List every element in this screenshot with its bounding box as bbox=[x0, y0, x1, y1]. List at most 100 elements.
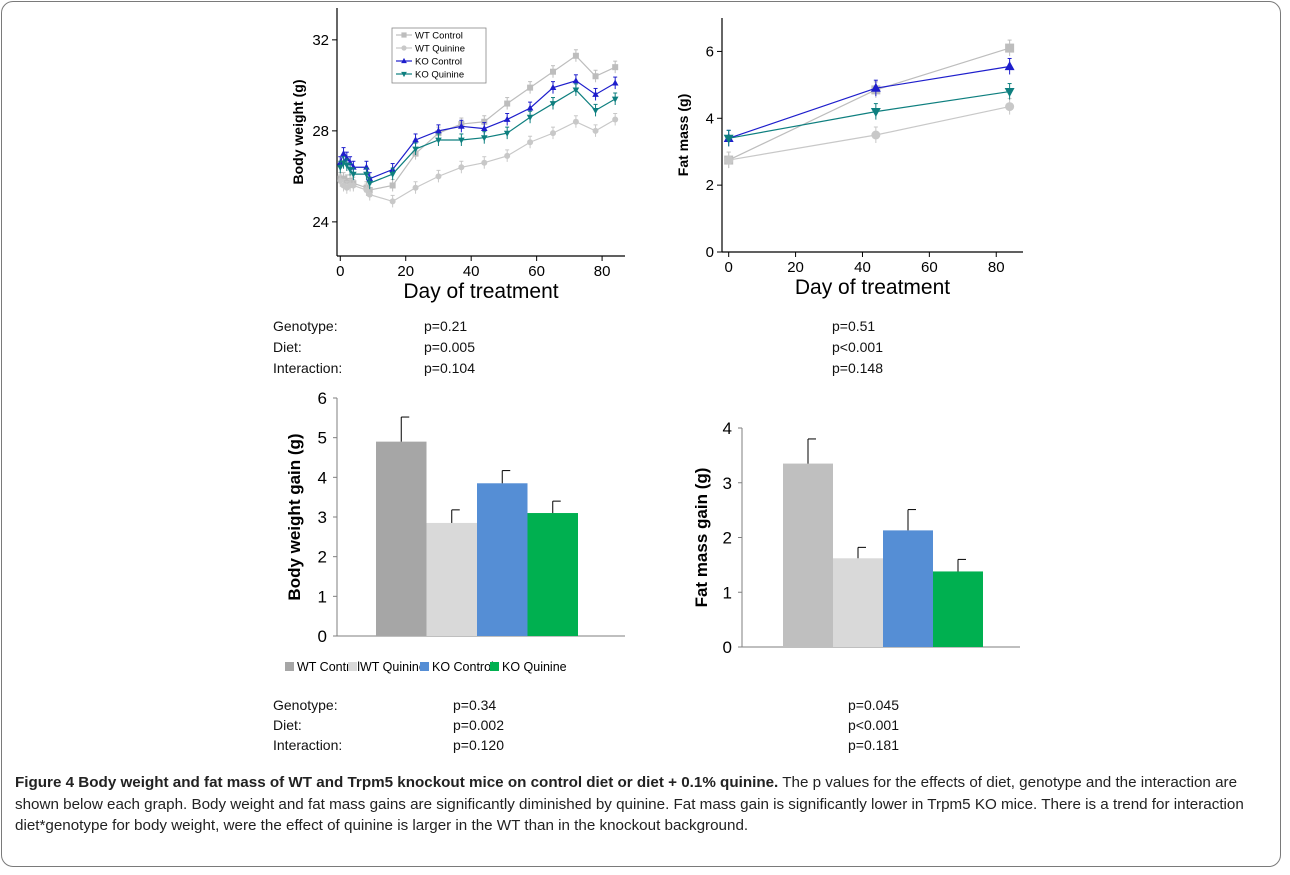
bwg-bar-y-tick-2: 2 bbox=[318, 548, 327, 567]
bw-line-x-tick-3: 60 bbox=[528, 263, 545, 280]
bw-line-point-3-0 bbox=[336, 164, 344, 171]
bw-line-point-1-15 bbox=[572, 118, 579, 125]
bw-line-point-2-17 bbox=[611, 79, 619, 86]
fm-line-x-tick-1: 20 bbox=[787, 259, 804, 276]
bw-line-point-0-17 bbox=[612, 64, 619, 71]
fm-line-series-line-0 bbox=[728, 47, 1010, 161]
bw-line-point-3-13 bbox=[526, 114, 534, 121]
bw-line-point-3-16 bbox=[592, 107, 599, 114]
bw-line-point-3-2 bbox=[343, 162, 351, 169]
bw-line-point-1-7 bbox=[389, 198, 396, 205]
bw-line-point-0-1 bbox=[340, 175, 347, 182]
fmg-bar-y-label: Fat mass gain (g) bbox=[692, 468, 711, 608]
fm-line-y-tick-2: 4 bbox=[706, 110, 714, 127]
stats-bottom-right-interaction: p=0.181 bbox=[848, 737, 899, 753]
stats-top-left-interaction: p=0.104 bbox=[424, 360, 475, 376]
bw-line-point-0-14 bbox=[550, 68, 556, 75]
bw-line-x-label: Day of treatment bbox=[403, 280, 558, 303]
bw-legend-marker-2 bbox=[401, 57, 407, 64]
bw-line-point-2-14 bbox=[549, 84, 557, 91]
bw-line-point-3-8 bbox=[412, 146, 419, 153]
fmg-bar-y-tick-1: 1 bbox=[723, 583, 732, 602]
bw-line-point-1-16 bbox=[592, 127, 599, 134]
bw-line-point-3-4 bbox=[350, 171, 357, 178]
fmg-bar-bar-0 bbox=[783, 463, 833, 647]
bw-line-point-2-13 bbox=[526, 104, 534, 111]
bw-line-point-3-3 bbox=[346, 167, 354, 174]
fm-line-point-3-0 bbox=[723, 134, 734, 144]
bw-line-point-0-16 bbox=[592, 73, 599, 80]
bwg-bar-bar-1 bbox=[426, 522, 477, 636]
bwg-bar-bar-0 bbox=[376, 441, 427, 636]
stats-bottom-left-genotype: p=0.34 bbox=[453, 697, 497, 713]
fmg-bar-bar-1 bbox=[833, 558, 883, 647]
bw-line-point-2-11 bbox=[480, 124, 488, 131]
bw-line-point-1-10 bbox=[458, 164, 465, 171]
fm-line-x-label: Day of treatment bbox=[795, 276, 950, 299]
bw-line-point-1-8 bbox=[412, 184, 419, 191]
bw-line-point-3-14 bbox=[549, 101, 557, 108]
bar-legend-swatch-0 bbox=[285, 662, 294, 671]
fmg-bar-y-tick-3: 3 bbox=[723, 474, 732, 493]
fmg-bar-y-tick-0: 0 bbox=[723, 638, 732, 657]
bw-line-y-tick-1: 28 bbox=[312, 123, 329, 140]
stats-top-right-genotype: p=0.51 bbox=[832, 318, 876, 334]
stats-label-genotype-top: Genotype: bbox=[273, 318, 338, 334]
bw-line-x-tick-1: 20 bbox=[397, 263, 414, 280]
fm-line-point-2-1 bbox=[870, 82, 881, 92]
bw-line-point-3-5 bbox=[363, 171, 370, 178]
stats-label-genotype-bottom: Genotype: bbox=[273, 697, 338, 713]
bw-line-point-0-13 bbox=[527, 84, 534, 91]
bar-legend-label-0: WT Control bbox=[297, 660, 360, 674]
stats-bottom-left-diet: p=0.002 bbox=[453, 717, 504, 733]
bw-line-point-1-17 bbox=[612, 116, 619, 123]
bw-line-point-2-10 bbox=[458, 122, 465, 129]
bar-legend-swatch-1 bbox=[348, 662, 357, 671]
bwg-bar-y-tick-1: 1 bbox=[318, 587, 327, 606]
bwg-bar-y-tick-0: 0 bbox=[318, 627, 327, 646]
bw-line-x-tick-0: 0 bbox=[336, 263, 344, 280]
bw-line-x-tick-4: 80 bbox=[594, 263, 611, 280]
caption-title: Figure 4 Body weight and fat mass of WT … bbox=[15, 774, 779, 791]
bw-line-y-label: Body weight (g) bbox=[290, 80, 306, 185]
bwg-bar-y-tick-3: 3 bbox=[318, 508, 327, 527]
figure-caption: Figure 4 Body weight and fat mass of WT … bbox=[15, 772, 1275, 837]
bw-legend-label-3: KO Quinine bbox=[415, 70, 464, 81]
stats-label-diet-bottom: Diet: bbox=[273, 717, 302, 733]
bw-line-point-3-1 bbox=[340, 160, 347, 167]
bw-line-point-2-1 bbox=[340, 150, 347, 157]
bw-line-point-3-10 bbox=[458, 137, 465, 144]
bw-legend-marker-3 bbox=[401, 71, 407, 78]
bw-line-point-1-6 bbox=[366, 191, 373, 198]
bw-line-point-2-16 bbox=[592, 90, 599, 97]
fm-line-x-tick-3: 60 bbox=[921, 259, 938, 276]
fmg-bar-y-tick-2: 2 bbox=[723, 529, 732, 548]
bw-line-point-3-12 bbox=[503, 130, 511, 137]
fm-line-point-0-2 bbox=[1005, 43, 1015, 53]
stats-label-diet-top: Diet: bbox=[273, 339, 302, 355]
bw-line-series-line-3 bbox=[339, 89, 616, 184]
bwg-bar-bar-3 bbox=[527, 513, 578, 636]
bw-line-point-1-13 bbox=[527, 139, 534, 146]
bar-legend-label-1: WT Quinine bbox=[360, 660, 426, 674]
bw-line-point-1-12 bbox=[504, 152, 511, 159]
bwg-bar-bar-2 bbox=[477, 483, 528, 636]
fmg-bar-bar-2 bbox=[883, 530, 933, 647]
bar-legend-swatch-2 bbox=[420, 662, 429, 671]
fm-line-point-1-0 bbox=[724, 155, 734, 165]
bw-line-series-line-1 bbox=[339, 118, 616, 203]
bw-line-point-2-8 bbox=[412, 136, 419, 143]
bw-line-point-2-12 bbox=[503, 115, 511, 122]
bw-line-x-tick-2: 40 bbox=[463, 263, 480, 280]
stats-bottom-left-interaction: p=0.120 bbox=[453, 737, 504, 753]
stats-top-left-genotype: p=0.21 bbox=[424, 318, 468, 334]
fmg-bar-bar-3 bbox=[933, 571, 983, 647]
fmg-bar-y-tick-4: 4 bbox=[723, 419, 732, 438]
fm-line-point-3-1 bbox=[870, 108, 881, 117]
bw-line-point-2-9 bbox=[435, 127, 442, 134]
bw-line-point-3-15 bbox=[572, 87, 580, 94]
fm-line-y-tick-0: 0 bbox=[706, 244, 714, 261]
stats-bottom-right-genotype: p=0.045 bbox=[848, 697, 899, 713]
bw-line-point-1-11 bbox=[481, 159, 488, 166]
bw-legend-label-0: WT Control bbox=[415, 31, 463, 42]
